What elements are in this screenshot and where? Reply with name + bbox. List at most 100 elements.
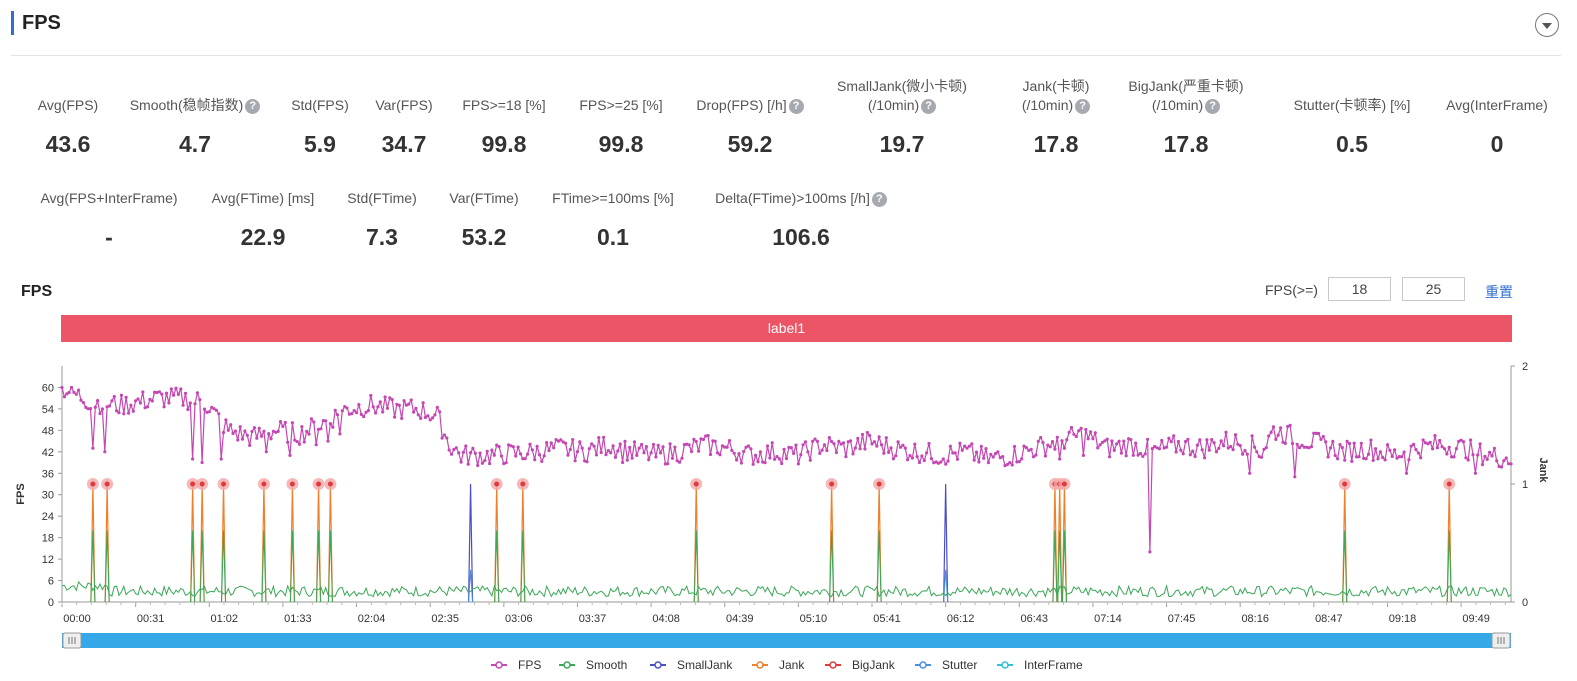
bigjank-marker[interactable] — [261, 481, 267, 487]
bigjank-marker[interactable] — [520, 481, 526, 487]
bigjank-marker[interactable] — [289, 481, 295, 487]
fps-data-point — [122, 412, 126, 416]
fps-data-point — [264, 450, 268, 454]
fps-data-point — [1222, 444, 1226, 448]
bigjank-marker[interactable] — [693, 481, 699, 487]
fps-data-point — [1036, 439, 1040, 443]
x-tick-label: 00:31 — [137, 613, 165, 625]
help-icon[interactable]: ? — [921, 99, 937, 114]
bigjank-marker[interactable] — [199, 481, 205, 487]
bigjank-marker[interactable] — [90, 481, 96, 487]
fps-data-point — [936, 461, 941, 465]
fps-data-point — [445, 436, 449, 440]
fps-data-point — [540, 459, 544, 463]
fps-data-point — [518, 452, 523, 456]
fps-data-point — [849, 439, 853, 443]
fps-data-point — [613, 455, 618, 459]
fps-data-point — [77, 388, 81, 392]
fps-data-point — [1214, 450, 1218, 454]
fps-data-point — [1476, 453, 1480, 457]
bigjank-marker[interactable] — [1446, 481, 1452, 487]
legend-item-label[interactable]: FPS — [518, 658, 541, 672]
reset-button[interactable]: 重置 — [1485, 284, 1513, 300]
fps-data-point — [236, 438, 240, 442]
fps-data-point — [1328, 446, 1333, 450]
bigjank-marker[interactable] — [104, 481, 110, 487]
legend-item-label[interactable]: Smooth — [586, 658, 627, 672]
legend-item-label[interactable]: InterFrame — [1024, 658, 1083, 672]
fps-data-point — [248, 443, 252, 447]
y-tick-label: 54 — [42, 404, 54, 416]
help-icon[interactable]: ? — [871, 192, 887, 207]
fps-data-point — [212, 407, 216, 411]
fps-threshold-input-2[interactable] — [1402, 277, 1465, 301]
bigjank-marker[interactable] — [876, 481, 882, 487]
legend-item-label[interactable]: Stutter — [942, 658, 977, 672]
fps-data-point — [910, 456, 915, 460]
fps-data-point — [288, 453, 292, 457]
fps-data-point — [545, 441, 549, 445]
smooth-spike — [693, 530, 699, 603]
fps-data-point — [689, 449, 694, 454]
fps-data-point — [1454, 447, 1458, 451]
fps-data-point — [281, 424, 285, 428]
bigjank-marker[interactable] — [1061, 481, 1067, 487]
bigjank-marker[interactable] — [829, 481, 835, 487]
fps-data-point — [431, 416, 435, 420]
zoom-slider-track[interactable] — [62, 633, 1511, 648]
fps-data-point — [920, 454, 924, 458]
label-band[interactable]: label1 — [61, 315, 1512, 342]
fps-threshold-input-1[interactable] — [1328, 277, 1391, 301]
fps-data-point — [383, 395, 387, 399]
fps-data-point — [982, 456, 986, 460]
metric-r1-4: FPS>=18 [%] 99.8 — [449, 0, 559, 681]
bigjank-marker[interactable] — [327, 481, 333, 487]
fps-data-point — [699, 437, 703, 441]
bigjank-marker[interactable] — [190, 481, 196, 487]
help-icon[interactable]: ? — [1075, 99, 1091, 114]
fps-data-point — [599, 450, 603, 455]
fps-data-point — [796, 462, 801, 466]
bigjank-marker[interactable] — [1342, 481, 1348, 487]
fps-data-point — [1050, 440, 1055, 444]
fps-data-point — [324, 419, 328, 423]
fps-data-point — [879, 443, 884, 447]
fps-data-point — [1060, 439, 1064, 443]
fps-data-point — [210, 405, 214, 409]
help-icon[interactable]: ? — [1205, 99, 1221, 114]
x-tick-label: 06:12 — [947, 613, 975, 625]
fps-data-point — [1440, 445, 1444, 449]
bigjank-marker[interactable] — [221, 481, 227, 487]
bigjank-marker[interactable] — [316, 481, 322, 487]
help-icon[interactable]: ? — [245, 99, 261, 114]
fps-data-point — [820, 448, 824, 452]
fps-data-point — [1096, 446, 1100, 450]
fps-data-point — [267, 432, 271, 436]
fps-data-point — [604, 453, 608, 457]
fps-data-point — [884, 436, 888, 440]
fps-data-point — [245, 433, 249, 437]
fps-data-point — [547, 448, 551, 453]
collapse-toggle-icon[interactable] — [1535, 13, 1559, 37]
fps-data-point — [875, 444, 879, 448]
fps-data-point — [1243, 448, 1247, 453]
fps-data-point — [998, 456, 1002, 460]
fps-data-point — [1388, 448, 1392, 452]
legend-item-label[interactable]: Jank — [779, 658, 805, 672]
fps-data-point — [110, 399, 114, 403]
fps-data-point — [1034, 453, 1038, 457]
metric-r1-0: Avg(FPS) 43.6 — [3, 0, 133, 681]
legend-item-label[interactable]: SmallJank — [677, 658, 733, 672]
fps-data-point — [1179, 448, 1183, 452]
smooth-spike — [289, 530, 295, 603]
bigjank-marker[interactable] — [494, 481, 500, 487]
legend-item-label[interactable]: BigJank — [852, 658, 896, 672]
help-icon[interactable]: ? — [788, 99, 804, 114]
y-tick-label: 24 — [42, 511, 54, 523]
fps-data-point — [112, 394, 116, 399]
metric-value: 53.2 — [461, 224, 507, 250]
fps-data-point — [1005, 462, 1010, 467]
y-tick-label: 6 — [48, 576, 54, 588]
fps-data-point — [174, 386, 178, 390]
